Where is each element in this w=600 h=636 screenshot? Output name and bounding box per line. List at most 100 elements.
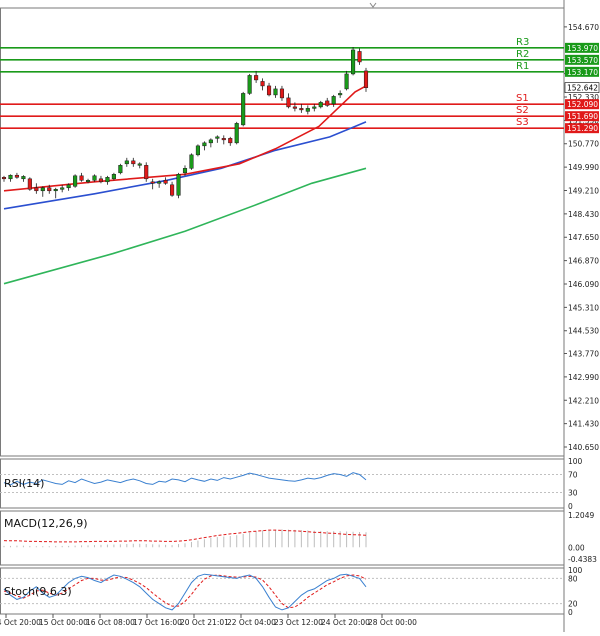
time-tick-label: 16 Oct 08:00 [86, 618, 135, 627]
rsi-tick-label: 70 [568, 471, 578, 480]
current-price-label: 152.642 [567, 84, 598, 93]
macd-label: MACD(12,26,9) [4, 517, 88, 530]
level-price-label: 151.690 [567, 112, 598, 121]
stoch-tick-label: 20 [568, 600, 578, 609]
candle-body [60, 187, 65, 190]
candle-body [144, 165, 149, 180]
price-tick-label: 140.650 [568, 443, 599, 452]
level-price-box [565, 99, 599, 110]
candle-body [47, 187, 52, 192]
level-name-r3: R3 [516, 37, 529, 48]
current-price-box [564, 82, 600, 93]
candle-body [73, 175, 78, 187]
candle-body [170, 184, 175, 196]
candle-body [344, 73, 349, 90]
stoch-label: Stoch(9,6,3) [4, 585, 72, 598]
candle-body [279, 88, 285, 99]
macd-tick-label: -0.4383 [568, 555, 597, 564]
level-price-box [565, 54, 599, 65]
candle-body [163, 180, 168, 184]
stoch-k-line [3, 573, 367, 611]
level-price-label: 151.290 [567, 124, 598, 133]
candle-body [234, 123, 239, 144]
rsi-line [3, 472, 367, 486]
candle-body [85, 180, 91, 183]
time-tick-label: 15 Oct 00:00 [39, 618, 88, 627]
price-tick-label: 146.870 [568, 257, 599, 266]
price-tick-label: 143.770 [568, 350, 599, 359]
level-name-r2: R2 [516, 49, 529, 60]
candle-body [21, 176, 26, 180]
candle-body [118, 165, 123, 174]
candle-body [221, 138, 226, 141]
candle-body [131, 160, 136, 165]
candle-body [351, 49, 356, 75]
rsi-tick-label: 0 [568, 502, 573, 511]
time-tick-label: 20 Oct 21:01 [180, 618, 229, 627]
candle-body [215, 136, 220, 139]
candle-body [189, 154, 194, 169]
candle-body [176, 174, 181, 196]
level-price-label: 153.570 [567, 56, 598, 65]
rsi-label: RSI(14) [4, 477, 44, 490]
price-tick-label: 154.670 [568, 23, 599, 32]
time-tick-label: 23 Oct 12:00 [274, 618, 323, 627]
level-name-s3: S3 [516, 117, 529, 128]
candle-body [137, 163, 142, 166]
rsi-tick-label: 100 [568, 457, 583, 466]
candle-body [318, 102, 323, 108]
candle-body [260, 81, 265, 87]
price-tick-label: 149.210 [568, 186, 599, 195]
level-price-label: 153.170 [567, 68, 598, 77]
level-price-label: 153.970 [567, 44, 598, 53]
candle-body [34, 187, 39, 192]
candle-body [66, 184, 71, 189]
stoch-panel-frame [0, 567, 565, 615]
candle-body [195, 145, 200, 156]
level-price-label: 152.090 [567, 100, 598, 109]
candle-body [357, 51, 362, 63]
price-tick-label: 150.770 [568, 140, 599, 149]
time-tick-label: 24 Oct 20:00 [321, 618, 370, 627]
price-panel-frame [0, 7, 565, 457]
scroll-marker-icon [369, 2, 377, 8]
candle-body [208, 139, 213, 144]
price-tick-label: 141.430 [568, 420, 599, 429]
candle-body [182, 168, 188, 174]
price-tick-label: 142.210 [568, 396, 599, 405]
candle-body [105, 177, 110, 183]
candle-body [111, 174, 116, 180]
rsi-panel-frame [0, 458, 565, 509]
candle-body [157, 181, 162, 184]
candle-body [202, 142, 207, 147]
candle-body [273, 88, 278, 96]
candle-body [247, 75, 252, 94]
price-tick-label: 146.090 [568, 280, 599, 289]
level-price-box [565, 42, 599, 53]
time-tick-label: 28 Oct 00:00 [368, 618, 417, 627]
price-tick-label: 147.650 [568, 233, 599, 242]
level-name-r1: R1 [516, 61, 529, 72]
candle-body [266, 85, 272, 96]
candle-body [53, 189, 58, 192]
candle-body [331, 96, 336, 105]
rsi-tick-label: 30 [568, 489, 578, 498]
price-tick-label: 148.430 [568, 210, 599, 219]
fast-ma-line [3, 85, 367, 192]
level-price-box [565, 123, 599, 134]
time-tick-label: 17 Oct 16:00 [133, 618, 182, 627]
macd-tick-label: 0.00 [568, 543, 585, 552]
candle-body [299, 108, 304, 111]
stoch-d-line [3, 574, 367, 609]
candle-body [363, 70, 369, 88]
level-price-box [565, 66, 599, 77]
price-tick-label: 149.990 [568, 163, 599, 172]
price-tick-label: 144.530 [568, 327, 599, 336]
time-tick-label: 22 Oct 04:00 [227, 618, 276, 627]
candle-body [325, 100, 330, 106]
candle-body [79, 175, 84, 181]
candle-body [305, 108, 310, 112]
candle-body [27, 178, 32, 190]
